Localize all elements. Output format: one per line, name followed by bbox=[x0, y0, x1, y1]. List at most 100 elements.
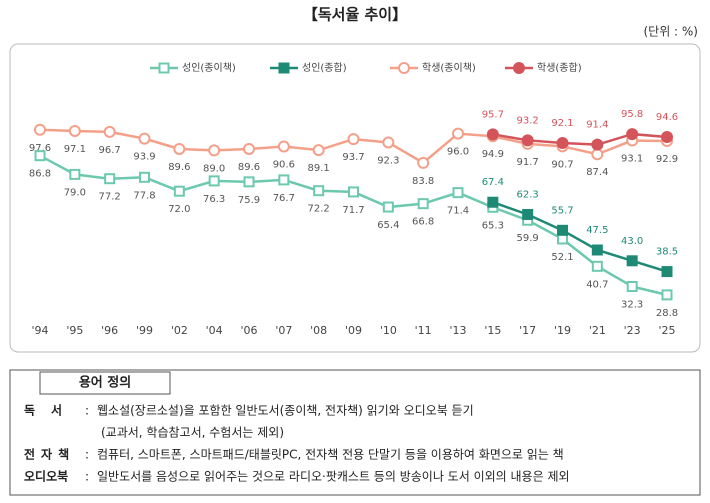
value-label: 92.3 bbox=[377, 155, 399, 166]
marker bbox=[398, 62, 410, 74]
value-label: 89.1 bbox=[308, 163, 330, 174]
marker bbox=[661, 289, 673, 301]
definition-colon: : bbox=[85, 470, 89, 484]
legend-item: 학생(종합) bbox=[505, 62, 582, 74]
value-label: 90.7 bbox=[551, 159, 573, 170]
x-tick-label: '15 bbox=[484, 324, 501, 337]
marker bbox=[313, 185, 325, 197]
marker bbox=[591, 138, 604, 151]
marker bbox=[347, 133, 360, 146]
definition-title: 용어 정의 bbox=[79, 375, 131, 391]
definition-text: (교과서, 학습참고서, 수험서는 제외) bbox=[101, 426, 284, 440]
definition-text: 일반도서를 음성으로 읽어주는 것으로 라디오·팟캐스트 등의 방송이나 도서 … bbox=[97, 470, 570, 484]
marker bbox=[68, 124, 81, 137]
x-tick-label: '25 bbox=[658, 324, 675, 337]
marker bbox=[278, 174, 290, 186]
marker bbox=[591, 148, 604, 161]
x-tick-label: '17 bbox=[519, 324, 536, 337]
value-label: 72.2 bbox=[308, 204, 330, 215]
x-tick-label: '11 bbox=[415, 324, 432, 337]
value-label: 32.3 bbox=[621, 299, 643, 310]
definition-term: 독서 bbox=[24, 403, 78, 418]
marker bbox=[34, 150, 46, 162]
value-label: 97.1 bbox=[64, 144, 86, 155]
x-tick-label: '94 bbox=[31, 324, 48, 337]
value-label: 90.6 bbox=[273, 160, 295, 171]
value-label: 91.7 bbox=[517, 157, 539, 168]
marker bbox=[69, 168, 81, 180]
value-label: 91.4 bbox=[586, 120, 608, 131]
marker bbox=[626, 128, 639, 141]
value-label: 59.9 bbox=[517, 233, 539, 244]
x-tick-label: '21 bbox=[589, 324, 606, 337]
marker bbox=[348, 186, 359, 198]
marker bbox=[103, 125, 116, 138]
marker bbox=[138, 132, 151, 145]
unit-label: (단위 : %) bbox=[643, 25, 698, 39]
definition-text: 컴퓨터, 스마트폰, 스마트패드/태블릿PC, 전자책 전용 단말기 등을 이용… bbox=[97, 447, 564, 462]
definition-colon: : bbox=[85, 404, 89, 418]
value-label: 95.7 bbox=[482, 109, 504, 120]
value-label: 71.4 bbox=[447, 206, 469, 217]
marker bbox=[452, 127, 464, 140]
value-label: 40.7 bbox=[586, 279, 608, 290]
marker bbox=[661, 130, 673, 143]
value-label: 89.6 bbox=[168, 162, 190, 173]
series-line bbox=[39, 154, 668, 297]
series-line bbox=[492, 201, 668, 273]
marker bbox=[382, 136, 395, 149]
definition-colon: : bbox=[85, 448, 89, 462]
marker bbox=[487, 196, 499, 208]
value-label: 93.7 bbox=[342, 152, 364, 163]
value-label: 92.1 bbox=[551, 118, 573, 129]
value-label: 66.8 bbox=[412, 217, 434, 228]
marker bbox=[417, 156, 430, 169]
value-label: 47.5 bbox=[586, 225, 608, 236]
marker bbox=[626, 255, 638, 267]
value-label: 77.2 bbox=[99, 192, 121, 203]
legend-item: 학생(종이책) bbox=[390, 62, 476, 74]
marker bbox=[173, 185, 185, 197]
value-label: 77.8 bbox=[133, 190, 155, 201]
marker bbox=[417, 198, 429, 210]
value-label: 65.4 bbox=[377, 220, 399, 231]
marker bbox=[556, 136, 569, 149]
definition-box bbox=[9, 369, 701, 496]
definition-tab bbox=[39, 371, 171, 395]
value-label: 86.8 bbox=[29, 169, 51, 180]
value-label: 76.3 bbox=[203, 194, 225, 205]
value-label: 67.4 bbox=[482, 177, 504, 188]
value-label: 43.0 bbox=[621, 236, 643, 247]
marker bbox=[591, 244, 603, 256]
x-tick-label: '23 bbox=[624, 324, 641, 337]
marker bbox=[452, 187, 464, 199]
legend-item: 성인(종합) bbox=[270, 62, 347, 74]
legend-label: 성인(종이책) bbox=[182, 62, 236, 74]
marker bbox=[661, 266, 673, 278]
value-label: 94.6 bbox=[656, 112, 678, 123]
x-tick-label: '13 bbox=[449, 324, 466, 337]
value-label: 83.8 bbox=[412, 176, 434, 187]
value-label: 92.9 bbox=[656, 154, 678, 165]
value-label: 79.0 bbox=[64, 187, 86, 198]
value-label: 97.6 bbox=[29, 143, 51, 154]
marker bbox=[591, 260, 603, 272]
x-tick-label: '99 bbox=[136, 324, 153, 337]
value-label: 93.9 bbox=[133, 152, 155, 163]
value-label: 87.4 bbox=[586, 167, 608, 178]
marker bbox=[312, 144, 325, 157]
legend-label: 학생(종이책) bbox=[422, 62, 476, 74]
marker bbox=[382, 201, 394, 213]
marker bbox=[277, 140, 290, 153]
x-tick-label: '19 bbox=[554, 324, 571, 337]
value-label: 93.1 bbox=[621, 154, 643, 165]
marker bbox=[557, 224, 568, 236]
value-label: 89.6 bbox=[238, 162, 260, 173]
marker bbox=[243, 176, 255, 188]
value-label: 94.9 bbox=[482, 149, 504, 160]
value-label: 76.7 bbox=[273, 193, 295, 204]
value-label: 38.5 bbox=[656, 247, 678, 258]
marker bbox=[208, 144, 221, 157]
legend-item: 성인(종이책) bbox=[150, 62, 236, 74]
definition-term: 전자책 bbox=[24, 447, 75, 462]
